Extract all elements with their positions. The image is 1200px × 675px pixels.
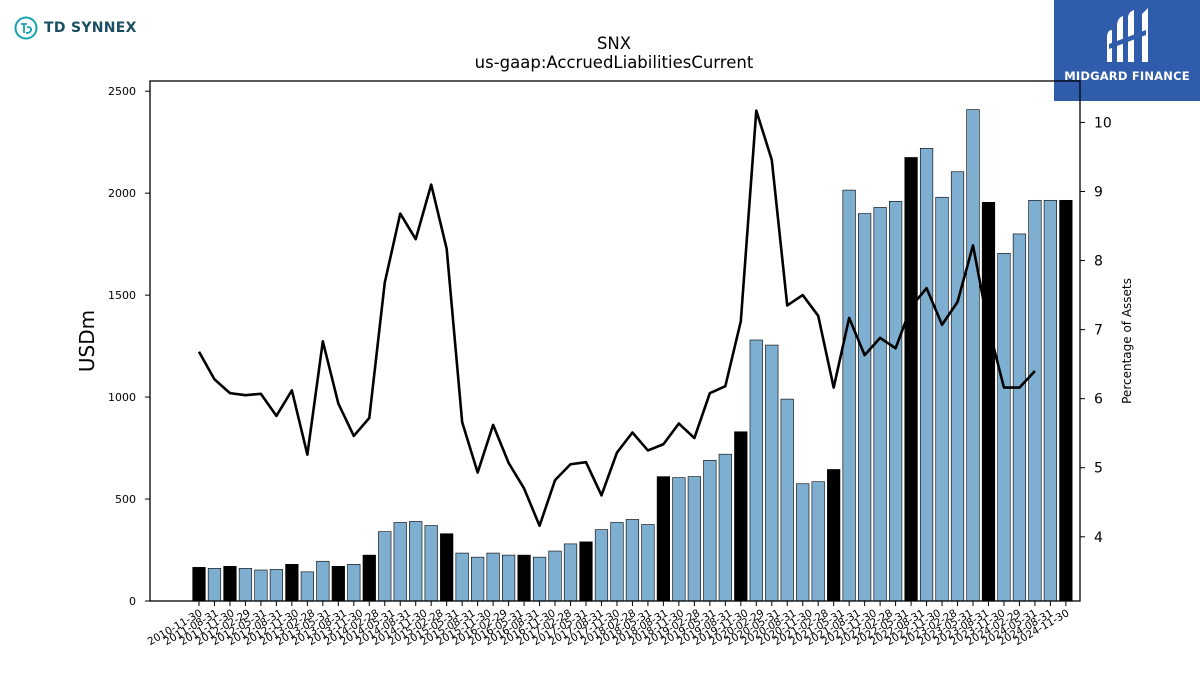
- bar-quarterly: [935, 196, 949, 602]
- bar-quarterly: [672, 477, 686, 602]
- bar-quarterly: [548, 550, 562, 602]
- bar-quarterly: [610, 522, 624, 602]
- bar-quarterly: [471, 556, 485, 602]
- td-synnex-logo-icon: [14, 16, 38, 40]
- bar-quarterly: [749, 339, 763, 602]
- td-synnex-logo: TD SYNNEX: [14, 14, 137, 42]
- bar-annual: [579, 541, 593, 602]
- bar-quarterly: [1012, 233, 1027, 602]
- bar-annual: [331, 566, 345, 602]
- chart-subtitle: us-gaap:AccruedLiabilitiesCurrent: [475, 53, 754, 72]
- bar-quarterly: [393, 522, 407, 602]
- bar-quarterly: [207, 568, 222, 602]
- bar-quarterly: [950, 171, 965, 602]
- bar-quarterly: [409, 521, 423, 602]
- td-synnex-logo-text: TD SYNNEX: [44, 20, 137, 36]
- bar-quarterly: [254, 569, 268, 602]
- bar-annual: [981, 202, 996, 602]
- bar-quarterly: [811, 481, 825, 602]
- bars-layer: [192, 109, 1073, 602]
- bar-quarterly: [718, 453, 732, 602]
- midgard-finance-logo: MIDGARD FINANCE: [1054, 0, 1200, 101]
- bar-quarterly: [347, 563, 361, 602]
- midgard-logo-icon: [1107, 8, 1148, 62]
- bar-quarterly: [269, 569, 284, 602]
- y-axis-left-label: USDm: [75, 310, 99, 372]
- y-left-tick-label: 1000: [108, 391, 136, 404]
- bar-quarterly: [888, 201, 903, 602]
- bar-annual: [440, 533, 454, 602]
- bar-quarterly: [796, 483, 810, 602]
- bar-quarterly: [765, 344, 779, 602]
- y-right-tick-label: 7: [1094, 323, 1103, 339]
- bar-quarterly: [641, 524, 655, 602]
- bar-quarterly: [873, 207, 887, 602]
- bar-annual: [827, 469, 841, 602]
- y-right-tick-label: 8: [1094, 254, 1103, 270]
- bar-quarterly: [1043, 199, 1057, 602]
- bar-quarterly: [703, 459, 717, 602]
- line-layer: [197, 109, 1036, 528]
- y-axis-right-label: Percentage of Assets: [1120, 278, 1134, 404]
- bar-quarterly: [486, 552, 500, 602]
- bar-annual: [904, 157, 918, 602]
- bar-annual: [517, 554, 531, 602]
- y-left-tick-label: 1500: [108, 289, 136, 302]
- midgard-logo-text: MIDGARD FINANCE: [1064, 69, 1190, 83]
- x-axis: 2010-11-302011-08-312011-11-302012-02-29…: [146, 601, 1071, 648]
- y-right-tick-label: 6: [1094, 392, 1103, 408]
- bar-quarterly: [1028, 199, 1042, 602]
- line-series-percentage-of-assets: [197, 109, 1036, 528]
- bar-quarterly: [378, 531, 392, 602]
- bar-quarterly: [780, 398, 794, 602]
- bar-quarterly: [300, 571, 314, 602]
- bar-quarterly: [532, 556, 547, 602]
- bar-quarterly: [687, 476, 701, 602]
- bar-annual: [1059, 199, 1073, 602]
- y-left-tick-label: 500: [115, 493, 136, 506]
- bar-annual: [192, 567, 206, 602]
- bar-annual: [223, 566, 237, 602]
- bar-quarterly: [455, 552, 469, 602]
- y-right-tick-label: 4: [1094, 530, 1103, 546]
- bar-quarterly: [501, 554, 516, 602]
- bar-annual: [734, 431, 748, 602]
- bar-quarterly: [563, 543, 578, 602]
- bar-annual: [656, 476, 670, 602]
- y-left-tick-label: 2500: [108, 85, 136, 98]
- bar-quarterly: [842, 189, 856, 602]
- y-axis-left: 0 500 1000 1500 2000 2500: [108, 85, 150, 608]
- bar-quarterly: [919, 147, 934, 602]
- bar-quarterly: [997, 253, 1011, 602]
- y-right-tick-label: 5: [1094, 461, 1103, 477]
- y-left-tick-label: 2000: [108, 187, 136, 200]
- bar-quarterly: [424, 525, 438, 602]
- bar-quarterly: [238, 568, 253, 602]
- bar-quarterly: [625, 519, 640, 602]
- y-right-tick-label: 10: [1094, 115, 1112, 131]
- bar-annual: [285, 563, 299, 602]
- plot-frame: [149, 80, 1081, 602]
- bar-quarterly: [966, 109, 980, 602]
- y-left-tick-label: 0: [129, 595, 136, 608]
- bar-quarterly: [316, 560, 330, 602]
- chart-title: SNX: [597, 34, 631, 53]
- bar-annual: [362, 554, 376, 602]
- bar-quarterly: [858, 213, 872, 602]
- bar-quarterly: [594, 529, 609, 602]
- y-right-tick-label: 9: [1094, 184, 1103, 200]
- y-axis-right: 4 5 6 7 8 9 10: [1080, 115, 1112, 546]
